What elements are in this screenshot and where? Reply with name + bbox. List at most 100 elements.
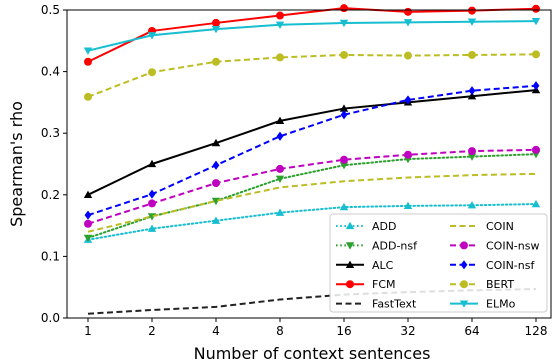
data-point <box>468 50 476 59</box>
x-tick-label: 32 <box>400 324 415 338</box>
data-point <box>467 18 477 26</box>
y-tick-label: 0.1 <box>41 249 60 263</box>
data-point <box>404 7 412 16</box>
data-point <box>148 68 156 77</box>
data-point <box>275 208 285 216</box>
data-point <box>531 199 541 208</box>
legend-label: FastText <box>372 298 417 311</box>
data-point <box>211 25 221 34</box>
data-point <box>339 19 349 28</box>
y-axis-label: Spearman's rho <box>7 101 26 227</box>
data-point <box>83 190 93 198</box>
data-point <box>84 210 92 220</box>
data-point <box>403 19 413 27</box>
series-line <box>87 148 537 225</box>
legend-marker <box>460 241 468 250</box>
data-point <box>275 21 285 29</box>
data-point <box>467 201 477 209</box>
axes-layer: 0.0 0.1 0.2 0.3 0.4 0.5 1 2 4 8 16 32 64 128 <box>41 3 552 338</box>
data-point <box>531 17 541 26</box>
data-point <box>276 131 284 141</box>
legend-item: ADD <box>336 220 396 233</box>
legend-label: BERT <box>486 278 514 291</box>
legend-label: COIN-nsw <box>486 239 539 252</box>
legend-marker <box>459 300 469 308</box>
y-tick-label: 0.0 <box>41 311 60 325</box>
y-tick-label: 0.4 <box>41 65 60 79</box>
legend-label: ELMo <box>486 298 516 311</box>
data-point <box>276 53 284 62</box>
data-point <box>147 224 157 232</box>
x-tick-label: 2 <box>148 324 156 338</box>
axes-frame <box>66 9 552 319</box>
data-point <box>212 179 220 188</box>
data-point <box>211 216 221 224</box>
x-tick-label: 16 <box>336 324 351 338</box>
data-point <box>340 50 348 59</box>
legend-label: ALC <box>372 259 394 272</box>
data-point <box>83 234 93 243</box>
legend-label: ADD <box>372 220 396 233</box>
series-coin <box>87 172 537 233</box>
data-point <box>468 147 476 156</box>
series-layer <box>83 4 541 315</box>
legend-item: BERT <box>450 278 514 291</box>
data-point <box>148 189 156 199</box>
data-point <box>404 150 412 159</box>
data-point <box>212 18 220 27</box>
legend-item: COIN <box>450 220 514 233</box>
legend-label: COIN <box>486 220 514 233</box>
legend-label: FCM <box>372 278 396 291</box>
series-bert <box>84 50 540 101</box>
legend-marker <box>345 260 355 268</box>
series-coin-nsw <box>84 145 540 228</box>
series-elmo <box>83 17 541 55</box>
data-point <box>212 57 220 66</box>
legend-label: ADD-nsf <box>372 239 418 252</box>
legend-marker <box>460 260 468 270</box>
data-point <box>147 159 157 168</box>
data-point <box>340 155 348 164</box>
data-point <box>340 110 348 120</box>
data-point <box>340 4 348 13</box>
data-point <box>84 92 92 101</box>
legend: ADD ADD-nsf ALC FCM FastText COIN COIN-nsw COIN… <box>329 213 548 313</box>
data-point <box>275 116 285 125</box>
x-tick-label: 4 <box>212 324 220 338</box>
data-point <box>211 138 221 147</box>
x-tick-label: 8 <box>276 324 284 338</box>
series-line <box>87 89 537 196</box>
data-point <box>84 219 92 228</box>
series-coin-nsf <box>84 81 540 220</box>
x-axis-label: Number of context sentences <box>194 344 431 363</box>
series-alc <box>83 85 541 198</box>
data-point <box>468 86 476 96</box>
data-point <box>532 81 540 91</box>
legend-marker <box>345 221 355 230</box>
data-point <box>83 47 93 55</box>
data-point <box>532 4 540 13</box>
data-point <box>148 199 156 208</box>
legend-item: FastText <box>336 298 417 311</box>
series-line <box>87 153 537 239</box>
series-line <box>87 203 537 241</box>
legend-item: COIN-nsw <box>450 239 539 252</box>
y-tick-label: 0.2 <box>41 188 60 202</box>
data-point <box>212 160 220 170</box>
data-point <box>468 6 476 15</box>
legend-marker <box>345 242 355 250</box>
data-point <box>532 50 540 59</box>
legend-box <box>329 213 548 313</box>
series-line <box>87 84 537 217</box>
legend-marker <box>460 280 468 289</box>
data-point <box>339 202 349 211</box>
series-line <box>87 53 537 98</box>
legend-label: COIN-nsf <box>486 259 535 272</box>
data-point <box>339 162 349 170</box>
x-tick-label: 128 <box>525 324 548 338</box>
data-point <box>404 51 412 60</box>
series-line <box>87 20 537 52</box>
legend-marker <box>346 280 354 289</box>
legend-item: FCM <box>336 278 396 291</box>
data-point <box>404 95 412 105</box>
